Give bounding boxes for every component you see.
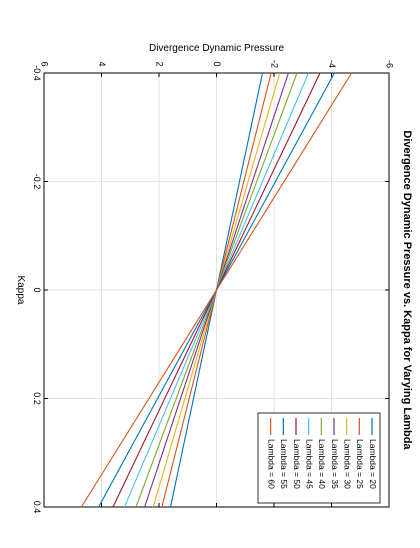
pressure-tick-label: -4 [327, 60, 337, 68]
legend-entry-label: Lambda = 20 [368, 439, 378, 489]
legend-entry-label: Lambda = 60 [266, 439, 276, 489]
pressure-tick-label: 0 [212, 61, 222, 66]
legend-entry-label: Lambda = 45 [304, 439, 314, 489]
legend-entry-label: Lambda = 50 [292, 439, 302, 489]
y-axis-label: Divergence Dynamic Pressure [149, 43, 284, 54]
pressure-tick-label: -6 [385, 60, 395, 68]
legend-entry-label: Lambda = 25 [355, 439, 365, 489]
legend-entry-label: Lambda = 40 [317, 439, 327, 489]
pressure-tick-label: 4 [97, 61, 107, 66]
series-lines [80, 72, 353, 508]
pressure-tick-label: -2 [270, 60, 280, 68]
tick-labels: -0.4 -0.2 0 0.2 0.4 -6 -4 -2 0 2 4 6 [32, 60, 395, 513]
kappa-tick-label: -0.4 [32, 65, 42, 81]
kappa-tick-label: 0 [32, 287, 42, 292]
ticks [43, 72, 390, 508]
legend-entry-label: Lambda = 30 [342, 439, 352, 489]
legend-entry-label: Lambda = 55 [279, 439, 289, 489]
kappa-tick-label: 0.4 [32, 501, 42, 514]
kappa-tick-label: -0.2 [32, 174, 42, 190]
pressure-tick-label: 6 [40, 61, 50, 66]
pressure-tick-label: 2 [155, 61, 165, 66]
kappa-tick-label: 0.2 [32, 392, 42, 405]
x-axis-label: Kappa [15, 276, 26, 305]
legend-entry-label: Lambda = 35 [330, 439, 340, 489]
series-line [80, 72, 353, 508]
chart-title: Divergence Dynamic Pressure vs. Kappa fo… [401, 130, 413, 450]
